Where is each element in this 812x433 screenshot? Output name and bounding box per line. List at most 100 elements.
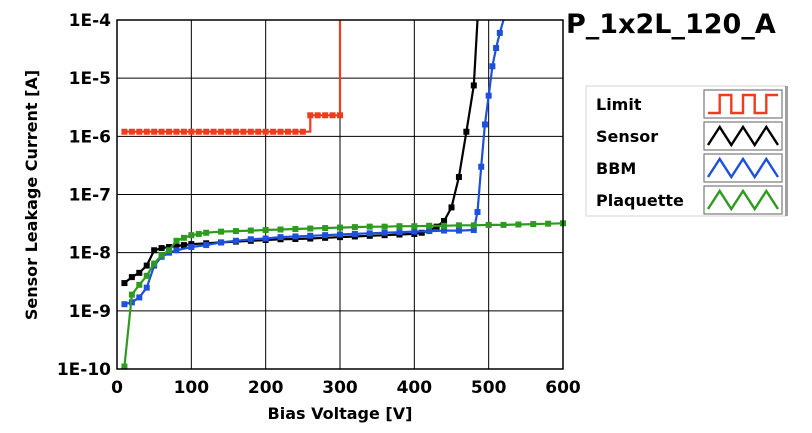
- x-tick-label: 100: [174, 378, 210, 398]
- data-point: [173, 243, 180, 250]
- y-tick-label: 1E-8: [69, 244, 111, 264]
- data-point: [128, 274, 135, 281]
- data-point: [210, 128, 217, 135]
- data-point: [136, 269, 143, 276]
- data-point: [247, 236, 254, 243]
- data-point: [299, 128, 306, 135]
- data-point: [489, 63, 496, 70]
- data-point: [351, 230, 358, 237]
- plot-frame: [116, 19, 564, 370]
- chart-title: P_1x2L_120_A: [566, 9, 776, 40]
- data-point: [329, 112, 336, 119]
- data-point: [136, 128, 143, 135]
- data-point: [307, 232, 314, 239]
- y-tick-label: 1E-6: [69, 127, 111, 147]
- data-point: [284, 128, 291, 135]
- data-point: [203, 229, 210, 236]
- data-point: [121, 301, 128, 308]
- data-point: [515, 221, 522, 228]
- data-point: [218, 239, 225, 246]
- data-point: [180, 234, 187, 241]
- data-point: [366, 223, 373, 230]
- data-point: [143, 262, 150, 269]
- data-point: [545, 220, 552, 227]
- data-point: [277, 128, 284, 135]
- data-point: [136, 281, 143, 288]
- data-point: [351, 224, 358, 231]
- y-tick-label: 1E-10: [57, 360, 111, 380]
- data-point: [121, 363, 128, 370]
- data-point: [292, 128, 299, 135]
- data-point: [143, 272, 150, 279]
- series-line-sensor: [123, 19, 479, 284]
- legend-swatch-line: [706, 188, 780, 212]
- data-point: [188, 232, 195, 239]
- data-point: [292, 226, 299, 233]
- legend-label: Sensor: [596, 127, 658, 146]
- data-point: [426, 228, 433, 235]
- legend-label: BBM: [596, 159, 636, 178]
- data-point: [441, 222, 448, 229]
- data-point: [366, 230, 373, 237]
- legend: Limit Sensor BBM Plaquette: [585, 85, 788, 217]
- data-point: [128, 128, 135, 135]
- data-point: [381, 223, 388, 230]
- series-layer: [121, 19, 566, 370]
- data-point: [240, 128, 247, 135]
- data-point: [173, 247, 180, 254]
- data-point: [411, 228, 418, 235]
- data-point: [121, 128, 128, 135]
- x-tick-label: 200: [248, 378, 284, 398]
- y-tick-label: 1E-9: [69, 302, 111, 322]
- data-point: [448, 204, 455, 211]
- data-point: [247, 227, 254, 234]
- data-point: [158, 245, 165, 252]
- data-point: [232, 128, 239, 135]
- data-point: [218, 228, 225, 235]
- data-point: [195, 230, 202, 237]
- data-point: [496, 29, 503, 36]
- data-point: [426, 222, 433, 229]
- data-point: [166, 128, 173, 135]
- data-point: [337, 112, 343, 119]
- data-point: [173, 237, 180, 244]
- data-point: [396, 223, 403, 230]
- data-point: [396, 229, 403, 236]
- data-point: [180, 128, 187, 135]
- legend-label: Limit: [596, 95, 642, 114]
- data-point: [173, 128, 180, 135]
- data-point: [136, 294, 143, 301]
- y-tick-label: 1E-4: [69, 11, 111, 31]
- data-point: [277, 234, 284, 241]
- data-point: [474, 209, 481, 216]
- data-point: [455, 227, 462, 234]
- data-point: [195, 128, 202, 135]
- x-tick-labels: 0 100 200 300 400 500 600: [111, 378, 581, 398]
- y-tick-label: 1E-7: [69, 186, 111, 206]
- data-point: [530, 221, 537, 228]
- data-point: [143, 284, 150, 291]
- data-point: [470, 82, 477, 89]
- data-point: [322, 225, 329, 232]
- data-point: [121, 280, 128, 287]
- data-point: [128, 291, 135, 298]
- data-point: [481, 121, 488, 128]
- legend-swatch-line: [708, 93, 778, 115]
- data-point: [262, 227, 269, 234]
- data-point: [500, 221, 507, 228]
- legend-swatch-line: [706, 124, 780, 148]
- data-point: [441, 227, 448, 234]
- data-point: [158, 252, 165, 259]
- data-point: [218, 128, 225, 135]
- data-point: [322, 112, 329, 119]
- data-point: [485, 221, 492, 228]
- series-limit: [121, 20, 343, 135]
- data-point: [418, 229, 425, 236]
- data-point: [485, 92, 492, 99]
- data-point: [262, 235, 269, 242]
- data-point: [262, 128, 269, 135]
- y-tick-labels: 1E-10 1E-9 1E-8 1E-7 1E-6 1E-5 1E-4: [57, 11, 111, 380]
- data-point: [270, 128, 277, 135]
- data-point: [455, 173, 462, 180]
- data-point: [381, 229, 388, 236]
